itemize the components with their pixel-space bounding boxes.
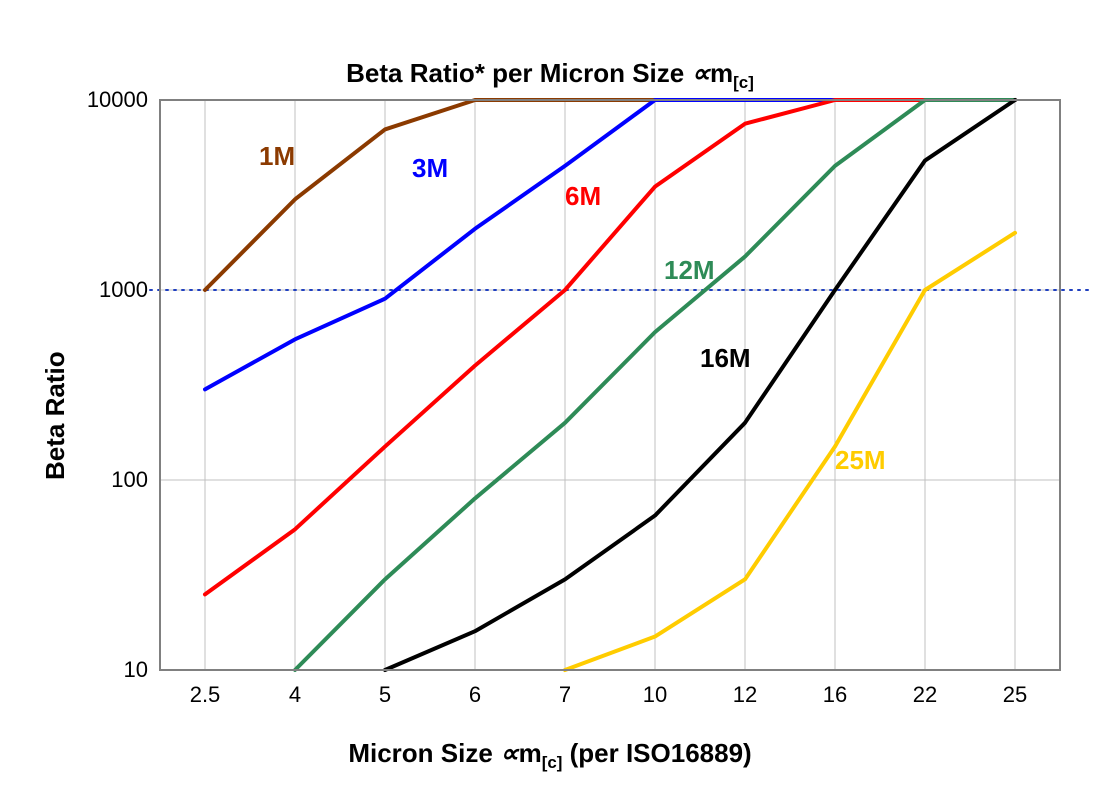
x-tick-label: 22 [885,682,965,708]
x-tick-label: 10 [615,682,695,708]
series-label-6M: 6M [565,181,601,212]
plot-area [0,0,1100,798]
x-tick-label: 4 [255,682,335,708]
x-axis-label: Micron Size ∝m[c] (per ISO16889) [0,738,1100,773]
series-label-16M: 16M [700,343,751,374]
series-label-25M: 25M [835,445,886,476]
x-tick-label: 12 [705,682,785,708]
beta-ratio-chart: Beta Ratio* per Micron Size ∝m[c] Beta R… [0,0,1100,798]
series-label-12M: 12M [664,255,715,286]
x-tick-label: 5 [345,682,425,708]
y-tick-label: 1000 [0,277,148,303]
x-tick-label: 2.5 [165,682,245,708]
y-tick-label: 10000 [0,87,148,113]
series-label-1M: 1M [259,141,295,172]
x-tick-label: 6 [435,682,515,708]
y-tick-label: 10 [0,657,148,683]
x-tick-label: 25 [975,682,1055,708]
y-tick-label: 100 [0,467,148,493]
x-tick-label: 7 [525,682,605,708]
x-tick-label: 16 [795,682,875,708]
series-label-3M: 3M [412,153,448,184]
